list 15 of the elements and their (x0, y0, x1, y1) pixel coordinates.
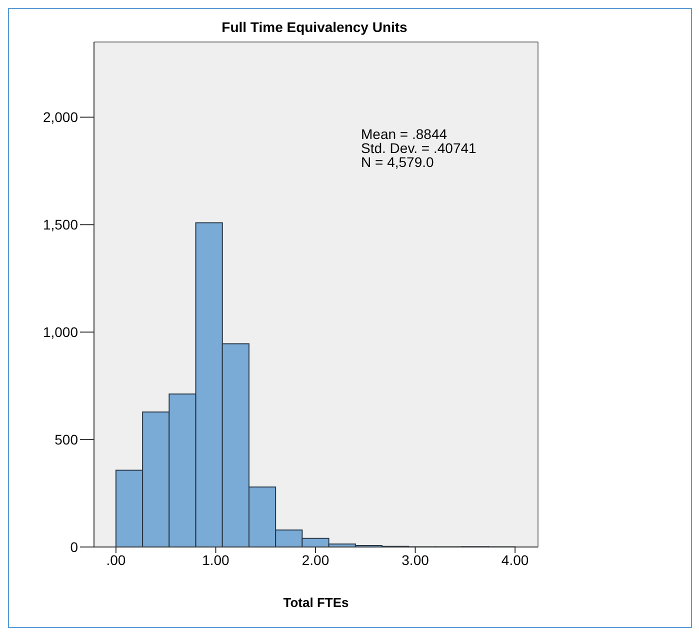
x-tick-label: 4.00 (501, 552, 529, 568)
y-tick-label: 1,500 (42, 216, 78, 233)
x-tick-label: 2.00 (302, 552, 330, 568)
x-tick-label: 3.00 (402, 552, 430, 568)
x-axis-title: Total FTEs (283, 595, 349, 610)
x-tick-label: .00 (106, 552, 126, 568)
y-tick-label: 2,000 (42, 109, 78, 126)
annotation: Std. Dev. = .40741 (361, 140, 476, 156)
x-tick-label: 1.00 (202, 552, 230, 568)
y-tick-label: 0 (70, 538, 78, 555)
y-tick-label: 500 (54, 432, 78, 448)
chart-title: Full Time Equivalency Units (220, 19, 408, 35)
y-tick-label: 1,000 (42, 324, 78, 340)
annotation: N = 4,579.0 (361, 154, 435, 170)
annotation: Mean = .8844 (361, 126, 448, 142)
